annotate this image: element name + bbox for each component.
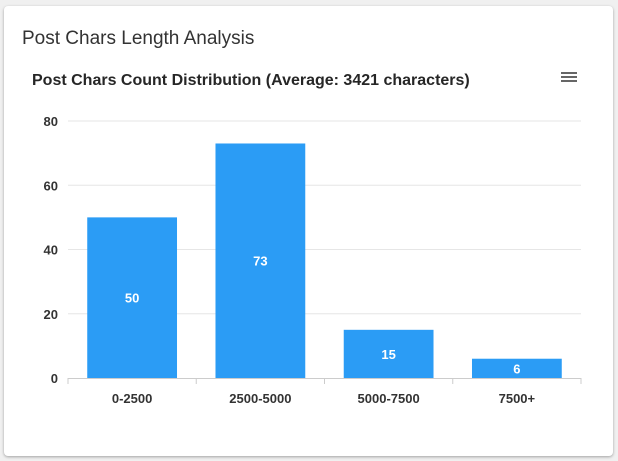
y-tick-label: 60 (44, 178, 58, 193)
y-tick-label: 80 (44, 114, 58, 129)
chart-title: Post Chars Count Distribution (Average: … (32, 72, 470, 89)
data-label: 73 (253, 254, 267, 269)
x-tick-label: 2500-5000 (229, 391, 291, 406)
y-tick-label: 0 (51, 371, 58, 386)
bar (471, 358, 562, 378)
data-label: 15 (381, 347, 395, 362)
x-tick-label: 0-2500 (112, 391, 152, 406)
bar (215, 143, 306, 378)
data-label: 6 (513, 361, 520, 376)
bar (87, 217, 178, 378)
x-tick-label: 7500+ (499, 391, 536, 406)
y-tick-label: 40 (44, 243, 58, 258)
hamburger-menu-icon[interactable] (560, 68, 578, 86)
bar (343, 329, 434, 378)
x-tick-label: 5000-7500 (358, 391, 420, 406)
card-title: Post Chars Length Analysis (22, 28, 255, 49)
y-tick-label: 20 (44, 307, 58, 322)
data-label: 50 (125, 291, 139, 306)
